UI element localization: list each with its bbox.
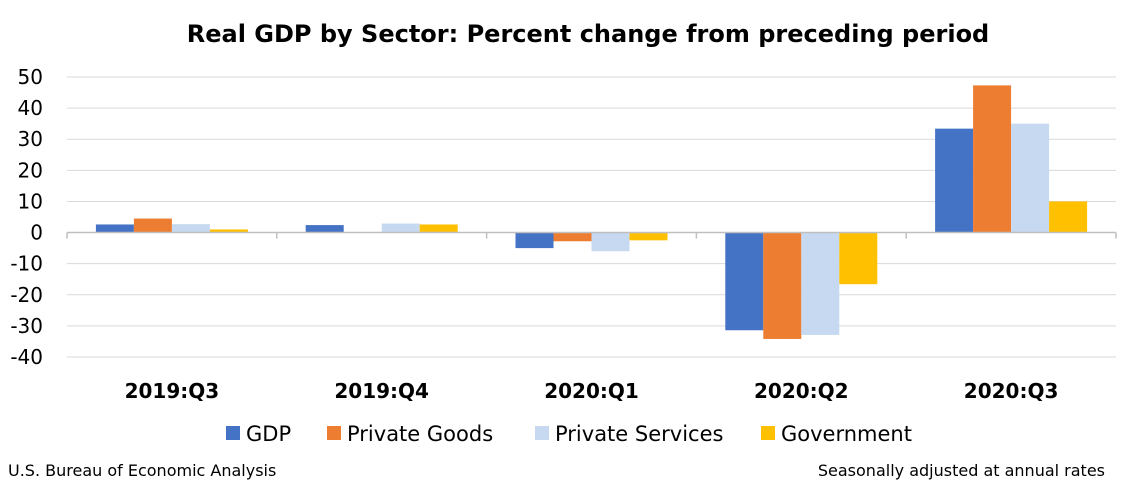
- bar-government-2020-q2: [839, 232, 878, 285]
- x-tick-label: 2019:Q3: [125, 379, 220, 403]
- bar-government-2019-q3: [209, 229, 248, 233]
- y-tick-label: 20: [18, 158, 43, 182]
- bar-government-2020-q1: [629, 232, 668, 241]
- bar-private-goods-2020-q1: [553, 232, 592, 242]
- bar-private-goods-2019-q3: [133, 218, 172, 233]
- bar-private-goods-2020-q3: [973, 85, 1012, 233]
- y-tick-label: 10: [18, 189, 43, 213]
- gridlines: [67, 76, 1116, 358]
- x-tick-label: 2019:Q4: [334, 379, 429, 403]
- legend-label: GDP: [246, 422, 291, 446]
- bar-private-services-2020-q2: [801, 232, 840, 335]
- x-tick-label: 2020:Q2: [754, 379, 849, 403]
- bars: [95, 85, 1088, 339]
- legend-label: Private Services: [555, 422, 723, 446]
- x-tick-label: 2020:Q3: [964, 379, 1059, 403]
- bar-government-2019-q4: [419, 224, 458, 233]
- y-tick-label: 30: [18, 127, 43, 151]
- bar-gdp-2020-q2: [725, 232, 764, 331]
- y-tick-label: -20: [10, 283, 43, 307]
- bar-gdp-2020-q3: [935, 128, 974, 233]
- legend-swatch-private-services: [535, 426, 549, 440]
- y-tick-label: 0: [30, 221, 43, 245]
- legend-swatch-gdp: [226, 426, 240, 440]
- bar-private-goods-2020-q2: [763, 232, 802, 339]
- bar-private-services-2019-q4: [381, 223, 420, 233]
- y-tick-label: -40: [10, 345, 43, 369]
- legend-label: Government: [781, 422, 912, 446]
- bar-government-2020-q3: [1049, 201, 1088, 233]
- legend-swatch-private-goods: [327, 426, 341, 440]
- bar-private-services-2020-q3: [1011, 123, 1050, 233]
- chart-title: Real GDP by Sector: Percent change from …: [187, 20, 990, 48]
- bar-private-services-2019-q3: [171, 224, 210, 233]
- y-tick-label: -30: [10, 314, 43, 338]
- x-tick-label: 2020:Q1: [544, 379, 639, 403]
- axes: -40 -30 -20 -10 0 10 20 30 40 50 2019:Q3 2019:Q4 202…: [10, 65, 1117, 403]
- seasonal-note: Seasonally adjusted at annual rates: [818, 461, 1105, 480]
- legend-swatch-government: [761, 426, 775, 440]
- legend: GDP Private Goods Private Services Governme…: [226, 422, 912, 446]
- source-note: U.S. Bureau of Economic Analysis: [8, 461, 276, 480]
- legend-label: Private Goods: [347, 422, 493, 446]
- y-tick-label: 40: [18, 96, 43, 120]
- bar-gdp-2020-q1: [515, 232, 554, 249]
- bar-gdp-2019-q3: [95, 224, 134, 233]
- y-tick-label: 50: [18, 65, 43, 89]
- y-tick-label: -10: [10, 252, 43, 276]
- bar-private-services-2020-q1: [591, 232, 630, 252]
- bar-gdp-2019-q4: [305, 225, 344, 233]
